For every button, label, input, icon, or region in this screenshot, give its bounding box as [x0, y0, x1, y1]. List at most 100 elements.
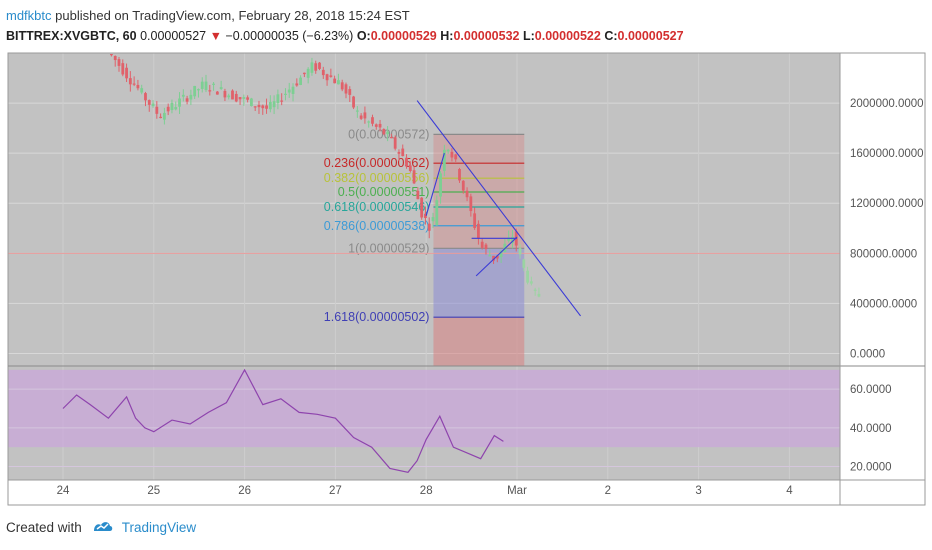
candle-body [518, 248, 522, 255]
candle-body [246, 97, 250, 100]
candle-body [458, 169, 461, 181]
candle-body [204, 81, 208, 91]
candle-body [340, 82, 344, 90]
candle-body [337, 80, 340, 85]
candle-body [522, 259, 526, 268]
fib-level-label: 0.618(0.00000546) [324, 200, 430, 214]
candle-body [215, 91, 219, 95]
candle-body [276, 94, 280, 103]
fib-level-label: 0.5(0.00000551) [338, 185, 430, 199]
price-tick-label: 400000.0000 [850, 298, 917, 310]
candle-body [355, 110, 359, 112]
candle-body [507, 237, 511, 241]
candle-body [302, 72, 306, 75]
author-link[interactable]: mdfkbtc [6, 8, 52, 23]
candle-body [480, 241, 484, 248]
chart-border [7, 52, 926, 506]
rsi-tick-label: 60.0000 [850, 384, 892, 396]
tradingview-logo-icon[interactable] [92, 519, 114, 536]
candle-body [136, 84, 140, 89]
candle-body [389, 137, 393, 139]
candle-body [193, 85, 197, 97]
candle-body [155, 106, 159, 114]
candle-body [450, 151, 454, 158]
time-tick-label: 25 [147, 485, 160, 497]
candle-body [280, 100, 284, 102]
time-tick-label: 24 [57, 485, 70, 497]
candle-body [439, 173, 442, 197]
candle-body [299, 77, 302, 85]
fib-level-label: 1(0.00000529) [348, 241, 429, 255]
candle-body [117, 59, 121, 66]
candle-body [166, 106, 170, 112]
candle-body [511, 236, 514, 244]
symbol-label: BITTREX:XVGBTC, 60 [6, 29, 137, 43]
candle-body [140, 88, 144, 93]
candle-body [416, 190, 420, 200]
fib-level-label: 1.618(0.00000502) [324, 310, 430, 324]
candle-body [393, 137, 397, 149]
time-tick-label: 26 [238, 485, 251, 497]
footer: Created with TradingView [6, 519, 196, 536]
candle-body [306, 68, 310, 78]
candle-body [473, 213, 477, 228]
fib-level-label: 0(0.00000572) [348, 127, 429, 141]
candle-body [408, 165, 412, 171]
candle-body [200, 81, 204, 89]
candle-body [208, 90, 212, 92]
candle-body [295, 83, 299, 86]
candle-body [484, 244, 488, 250]
candle-body [533, 289, 537, 291]
candle-body [412, 170, 416, 184]
time-tick-label: 3 [695, 485, 701, 497]
rsi-band [8, 369, 840, 448]
candle-body [492, 255, 495, 261]
candle-body [185, 98, 189, 102]
candle-body [125, 67, 128, 79]
rsi-line [62, 368, 504, 473]
fib-level-label: 0.786(0.00000538) [324, 219, 430, 233]
candle-body [321, 69, 325, 76]
candle-body [159, 116, 163, 119]
fib-level-label: 0.236(0.00000562) [324, 156, 430, 170]
candle-body [424, 213, 427, 219]
ohlc-high-value: 0.00000532 [453, 29, 520, 43]
candle-body [132, 83, 136, 85]
candle-body [488, 255, 492, 257]
candle-body [227, 95, 231, 98]
trendline [425, 153, 445, 216]
candle-body [446, 149, 450, 152]
candle-body [147, 100, 151, 105]
candle-body [268, 101, 272, 110]
candle-body [314, 63, 318, 71]
price-tick-label: 800000.0000 [850, 248, 917, 260]
price-tick-label: 2000000.0000 [850, 98, 924, 110]
candle-body [144, 93, 147, 101]
tradingview-brand-link[interactable]: TradingView [121, 520, 197, 535]
candle-body [499, 250, 503, 258]
ohlc-close-key: C: [604, 29, 618, 43]
rsi-tick-label: 40.0000 [850, 423, 892, 435]
candle-body [231, 90, 234, 100]
candle-body [170, 102, 174, 111]
candle-body [420, 197, 424, 218]
symbol-line: BITTREX:XVGBTC, 60 0.00000527 ▼ −0.00000… [6, 29, 684, 43]
rsi-tick-label: 20.0000 [850, 461, 892, 473]
fib-lower-zone [433, 248, 525, 318]
candle-body [113, 55, 117, 61]
candle-body [461, 180, 465, 191]
candle-body [234, 93, 238, 102]
trendline [475, 236, 518, 277]
price-tick-label: 0.0000 [850, 348, 885, 360]
candle-body [435, 200, 439, 226]
candle-body [178, 98, 181, 107]
price-tick-label: 1200000.0000 [850, 198, 924, 210]
price-change: −0.00000035 (−6.23%) [225, 29, 354, 43]
candle-body [162, 112, 166, 120]
candle-body [325, 74, 329, 81]
candle-body [219, 87, 223, 89]
candle-body [371, 117, 374, 124]
candle-body [374, 124, 378, 127]
candle-body [318, 62, 321, 69]
